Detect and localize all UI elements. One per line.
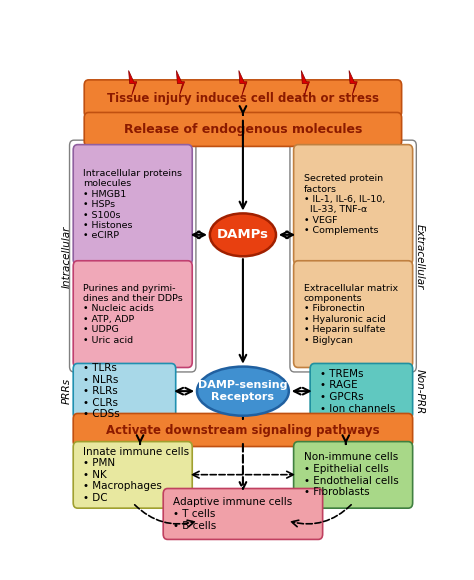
Text: Intracellular proteins
molecules
• HMGB1
• HSPs
• S100s
• Histones
• eCIRP: Intracellular proteins molecules • HMGB1… (83, 169, 182, 240)
Polygon shape (301, 71, 310, 96)
FancyBboxPatch shape (73, 144, 192, 264)
FancyBboxPatch shape (293, 144, 413, 264)
Text: DAMPs: DAMPs (217, 229, 269, 241)
Text: Release of endogenous molecules: Release of endogenous molecules (124, 123, 362, 136)
Text: PRRs: PRRs (62, 378, 72, 404)
FancyBboxPatch shape (310, 364, 413, 419)
FancyBboxPatch shape (73, 441, 192, 508)
FancyBboxPatch shape (84, 80, 401, 117)
Text: Tissue injury induces cell death or stress: Tissue injury induces cell death or stre… (107, 92, 379, 105)
Ellipse shape (197, 367, 289, 416)
FancyBboxPatch shape (293, 261, 413, 368)
Polygon shape (349, 71, 357, 96)
FancyBboxPatch shape (73, 364, 176, 419)
Text: Purines and pyrimi-
dines and their DDPs
• Nucleic acids
• ATP, ADP
• UDPG
• Uri: Purines and pyrimi- dines and their DDPs… (83, 284, 183, 345)
Ellipse shape (210, 213, 276, 256)
Text: Non-PRR: Non-PRR (414, 368, 424, 414)
Polygon shape (239, 71, 247, 96)
FancyBboxPatch shape (73, 414, 413, 447)
Polygon shape (128, 71, 137, 96)
Text: • TLRs
• NLRs
• RLRs
• CLRs
• CDSs: • TLRs • NLRs • RLRs • CLRs • CDSs (83, 363, 120, 419)
Text: Extracellular matrix
components
• Fibronectin
• Hyaluronic acid
• Heparin sulfat: Extracellular matrix components • Fibron… (303, 284, 398, 345)
Text: Secreted protein
factors
• IL-1, IL-6, IL-10,
  IL-33, TNF-α
• VEGF
• Complement: Secreted protein factors • IL-1, IL-6, I… (303, 174, 385, 235)
Text: Adaptive immune cells
• T cells
• B cells: Adaptive immune cells • T cells • B cell… (173, 498, 292, 531)
FancyBboxPatch shape (293, 441, 413, 508)
Polygon shape (176, 71, 184, 96)
Text: Innate immune cells
• PMN
• NK
• Macrophages
• DC: Innate immune cells • PMN • NK • Macroph… (83, 447, 189, 503)
Text: Intracellular: Intracellular (62, 226, 72, 288)
Text: Activate downstream signaling pathways: Activate downstream signaling pathways (106, 423, 380, 437)
Text: Non-immune cells
• Epithelial cells
• Endothelial cells
• Fibroblasts: Non-immune cells • Epithelial cells • En… (303, 452, 398, 497)
FancyBboxPatch shape (163, 488, 323, 539)
Text: Extracellular: Extracellular (414, 224, 424, 290)
FancyBboxPatch shape (84, 113, 401, 146)
Text: DAMP-sensing
Receptors: DAMP-sensing Receptors (198, 380, 288, 402)
Text: • TREMs
• RAGE
• GPCRs
• Ion channels: • TREMs • RAGE • GPCRs • Ion channels (320, 369, 395, 414)
FancyBboxPatch shape (73, 261, 192, 368)
